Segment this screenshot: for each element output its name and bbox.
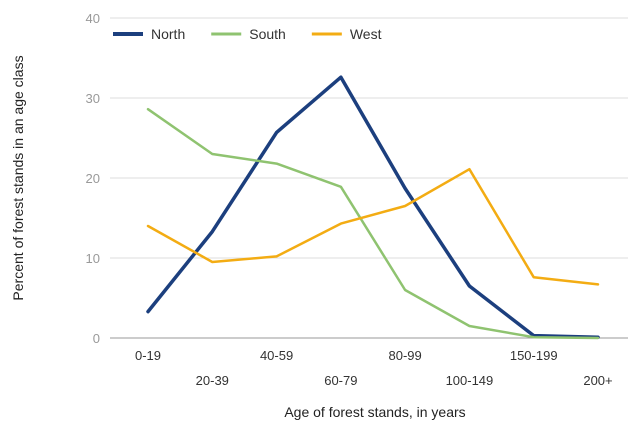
x-axis-ticks: 0-19 20-39 40-59 60-79 80-99 100-149 150-199 20… [135,348,613,388]
y-axis-ticks: 0 10 20 30 40 [86,11,100,346]
legend-item-west: West [311,26,382,42]
legend: North South West [113,26,382,42]
y-tick-label: 0 [93,331,100,346]
y-axis-label: Percent of forest stands in an age class [10,55,26,300]
y-tick-label: 10 [86,251,100,266]
legend-label: South [249,26,286,42]
x-tick-label: 0-19 [135,348,161,363]
x-tick-label: 150-199 [510,348,558,363]
x-tick-label: 20-39 [196,373,229,388]
x-tick-label: 80-99 [389,348,422,363]
series-line-west [146,167,600,286]
x-tick-label: 100-149 [446,373,494,388]
y-tick-label: 30 [86,91,100,106]
legend-label: West [350,26,382,42]
series-lines [146,75,600,340]
x-tick-label: 40-59 [260,348,293,363]
legend-label: North [151,26,185,42]
legend-item-south: South [211,26,286,42]
y-tick-label: 40 [86,11,100,26]
x-axis-label: Age of forest stands, in years [284,404,465,420]
gridlines [110,17,628,339]
y-tick-label: 20 [86,171,100,186]
x-tick-label: 200+ [583,373,612,388]
series-line-south [146,107,600,340]
x-tick-label: 60-79 [324,373,357,388]
legend-item-north: North [113,26,185,42]
series-line-north [146,75,600,339]
